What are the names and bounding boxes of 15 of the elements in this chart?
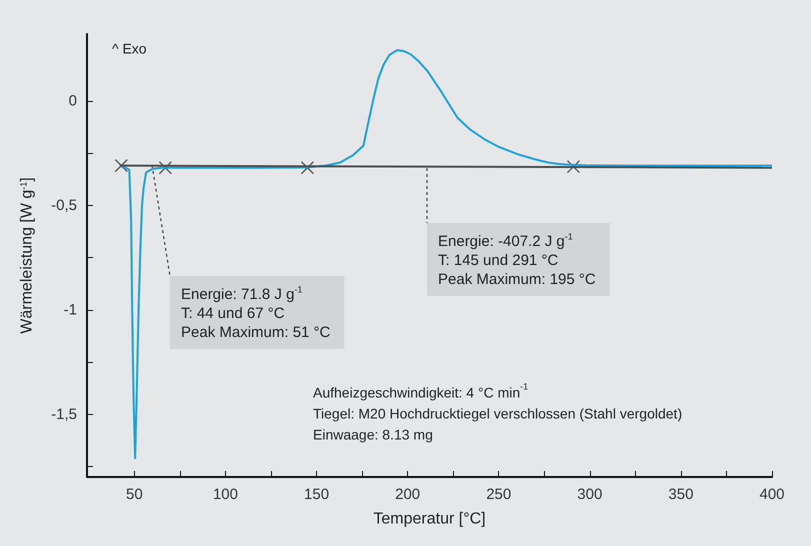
x-tick-label: 400 (759, 486, 785, 503)
y-axis-title: Wärmeleistung [W g-1] (18, 177, 36, 334)
x-tick-label: 300 (577, 486, 602, 503)
y-tick-label: -1,5 (51, 406, 77, 423)
x-tick-label: 350 (668, 486, 694, 503)
x-tick-label: 150 (304, 486, 330, 503)
x-tick-label: 100 (212, 486, 238, 503)
annotation: ^ Exo (112, 40, 147, 56)
x-tick-label: 200 (395, 486, 420, 503)
y-tick-label: 0 (68, 92, 77, 110)
x-tick-label: 250 (486, 486, 512, 503)
x-axis-title: Temperatur [°C] (373, 510, 486, 528)
x-tick-label: 50 (126, 486, 143, 503)
y-tick-label: -1 (64, 301, 77, 318)
y-tick-label: -0,5 (51, 196, 77, 214)
